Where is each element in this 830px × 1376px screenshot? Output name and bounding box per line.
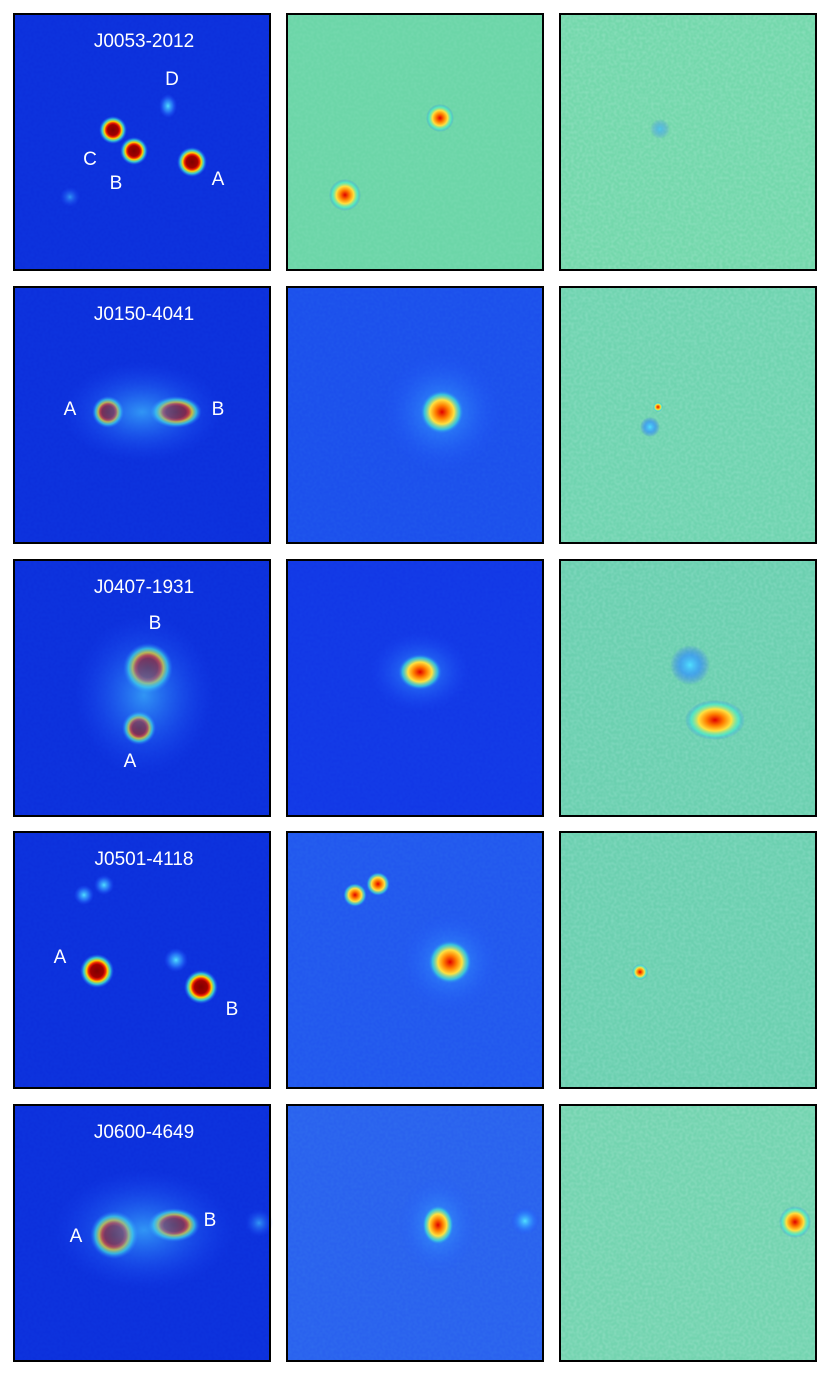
source-blob bbox=[650, 119, 670, 139]
source-blob bbox=[159, 94, 177, 118]
source-blob bbox=[120, 137, 148, 165]
image-label: A bbox=[124, 751, 137, 772]
source-blob bbox=[74, 615, 214, 775]
source-blob bbox=[343, 883, 367, 907]
panel-frame bbox=[286, 13, 544, 271]
image-label: A bbox=[212, 169, 225, 190]
image-label: A bbox=[54, 947, 67, 968]
source-blob bbox=[60, 187, 80, 207]
system-name: J0053-2012 bbox=[94, 31, 194, 52]
pixel-noise bbox=[560, 560, 816, 816]
image-label: C bbox=[83, 149, 97, 170]
source-blob bbox=[685, 700, 745, 740]
panel-frame bbox=[13, 1104, 271, 1362]
panel-frame bbox=[286, 286, 544, 544]
image-label: D bbox=[165, 69, 179, 90]
image-label: A bbox=[70, 1226, 83, 1247]
source-blob bbox=[653, 402, 663, 412]
image-label: A bbox=[64, 399, 77, 420]
panel-frame bbox=[559, 831, 817, 1089]
source-blob bbox=[54, 1170, 234, 1290]
source-blob bbox=[670, 645, 710, 685]
source-blob bbox=[245, 1209, 273, 1237]
panel-frame bbox=[559, 559, 817, 817]
pixel-noise bbox=[560, 1105, 816, 1361]
source-blob bbox=[184, 970, 218, 1004]
source-blob bbox=[398, 654, 442, 690]
source-blob bbox=[511, 1207, 539, 1235]
panel-frame bbox=[13, 831, 271, 1089]
source-blob bbox=[329, 179, 361, 211]
source-blob bbox=[62, 362, 222, 462]
source-blob bbox=[428, 940, 472, 984]
image-label: B bbox=[204, 1210, 217, 1231]
pixel-noise bbox=[560, 832, 816, 1088]
system-name: J0501-4118 bbox=[95, 849, 194, 870]
source-blob bbox=[632, 964, 648, 980]
panel-frame bbox=[13, 13, 271, 271]
system-name: J0600-4649 bbox=[94, 1122, 194, 1143]
pixel-noise bbox=[287, 14, 543, 270]
panel-frame bbox=[559, 286, 817, 544]
source-blob bbox=[164, 948, 188, 972]
pixel-noise bbox=[560, 287, 816, 543]
source-blob bbox=[422, 1205, 454, 1245]
panel-frame bbox=[286, 559, 544, 817]
source-blob bbox=[779, 1206, 811, 1238]
pixel-noise bbox=[560, 14, 816, 270]
panel-frame bbox=[286, 831, 544, 1089]
source-blob bbox=[177, 147, 207, 177]
image-label: B bbox=[212, 399, 225, 420]
source-blob bbox=[99, 116, 127, 144]
source-blob bbox=[94, 875, 114, 895]
image-label: B bbox=[110, 173, 123, 194]
system-name: J0407-1931 bbox=[94, 577, 194, 598]
image-label: B bbox=[149, 613, 162, 634]
panel-frame bbox=[559, 13, 817, 271]
panel-frame bbox=[13, 559, 271, 817]
panel-frame bbox=[559, 1104, 817, 1362]
source-blob bbox=[426, 104, 454, 132]
system-name: J0150-4041 bbox=[94, 304, 194, 325]
panel-frame bbox=[13, 286, 271, 544]
source-blob bbox=[80, 954, 114, 988]
image-label: B bbox=[226, 999, 239, 1020]
pixel-noise bbox=[14, 832, 270, 1088]
source-blob bbox=[640, 417, 660, 437]
source-blob bbox=[366, 872, 390, 896]
source-blob bbox=[74, 885, 94, 905]
source-blob bbox=[420, 390, 464, 434]
panel-frame bbox=[286, 1104, 544, 1362]
